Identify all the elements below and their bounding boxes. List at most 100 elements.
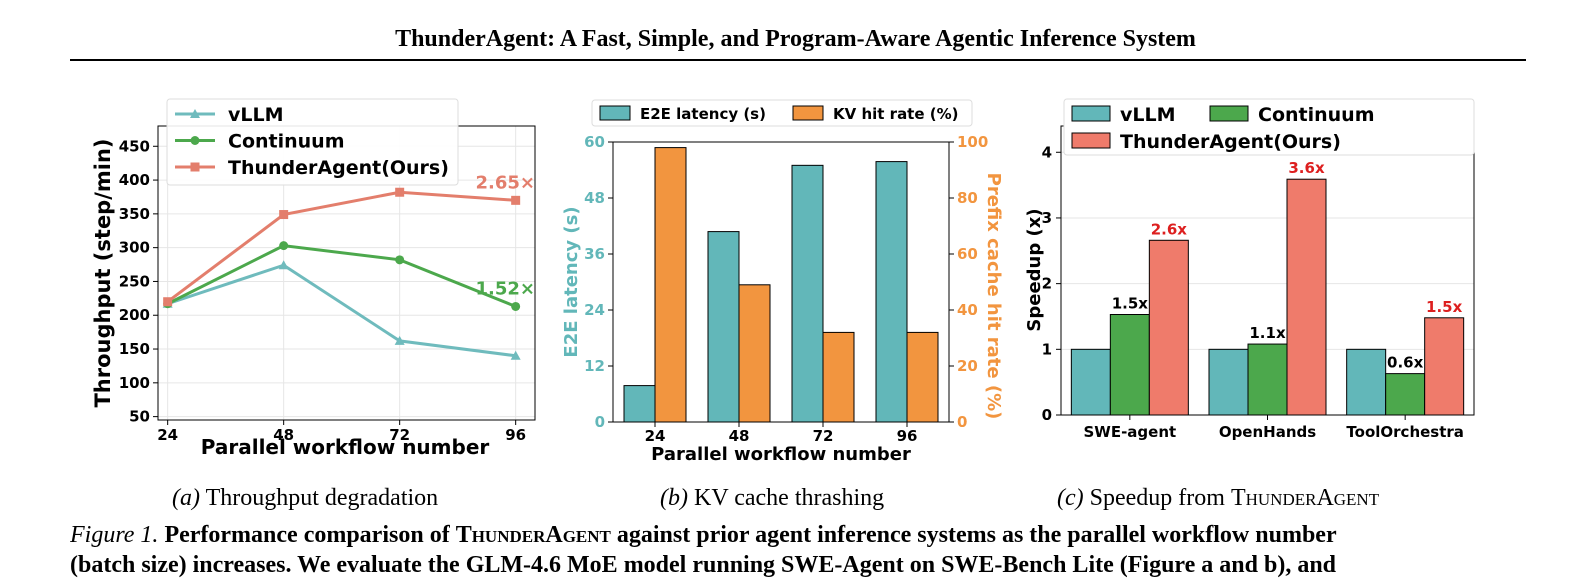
bar-value-label: 1.5x <box>1426 298 1463 316</box>
caption-text-before: Performance comparison of <box>164 522 450 548</box>
xtick-label: 24 <box>157 426 178 444</box>
ytick-label-left: 0 <box>595 413 605 431</box>
legend-label: Continuum <box>228 131 345 153</box>
subcaption-b: (b) KV cache thrashing <box>660 485 884 512</box>
data-point <box>511 301 521 311</box>
bar-value-label: 1.1x <box>1249 324 1286 342</box>
data-point <box>394 335 405 345</box>
data-point <box>279 241 289 251</box>
ytick-label: 300 <box>119 239 150 257</box>
ytick-label: 450 <box>119 137 150 155</box>
xtick-label: 24 <box>645 427 666 445</box>
ytick-label: 150 <box>119 340 150 358</box>
bar-value-label: 1.5x <box>1112 295 1149 313</box>
legend-marker <box>190 136 200 145</box>
bar-1 <box>1385 373 1426 416</box>
bar-0 <box>1208 348 1249 416</box>
bar-e2e-latency <box>623 385 656 423</box>
xtick-label: 96 <box>505 426 526 444</box>
legend-label: vLLM <box>228 104 284 126</box>
ytick-label-right: 0 <box>957 413 967 431</box>
legend-swatch <box>1071 132 1111 149</box>
ytick-label: 200 <box>119 306 150 324</box>
caption-label: Figure 1. <box>70 522 159 548</box>
series-line <box>166 244 517 308</box>
caption-text-after: against prior agent inference systems as… <box>616 522 1337 548</box>
x-axis-label: Parallel workflow number <box>651 444 911 465</box>
subcaption-b-text: KV cache thrashing <box>693 485 885 511</box>
xtick-label: ToolOrchestra <box>1346 423 1464 441</box>
data-point <box>511 195 521 205</box>
bar-value-label: 2.6x <box>1151 220 1188 238</box>
ytick-label: 100 <box>119 374 150 392</box>
bar-e2e-latency <box>707 231 740 423</box>
ytick-label-left: 36 <box>584 245 605 263</box>
xtick-label: 72 <box>813 427 834 445</box>
bar-e2e-latency <box>791 164 824 423</box>
bar-2 <box>1286 178 1327 416</box>
bar-kv-hit-rate <box>738 284 771 423</box>
ytick-label: 1 <box>1042 340 1052 358</box>
figure-caption: Figure 1. Performance comparison of Thun… <box>70 522 1526 566</box>
subcaption-c-text: Speedup from <box>1089 485 1225 511</box>
ytick-label: 400 <box>119 171 150 189</box>
bar-2 <box>1424 317 1465 416</box>
annotation-label: 1.52× <box>476 278 536 299</box>
legend-label: Continuum <box>1258 104 1375 126</box>
legend-label: KV hit rate (%) <box>833 105 959 123</box>
subcaption-b-label: (b) <box>660 485 688 511</box>
x-axis-label: Parallel workflow number <box>201 435 490 459</box>
series-line <box>166 190 516 303</box>
xtick-label: 48 <box>273 426 294 444</box>
bar-value-label: 3.6x <box>1288 159 1325 177</box>
subcaption-a-text: Throughput degradation <box>205 485 439 511</box>
ytick-label-right: 80 <box>957 189 978 207</box>
legend-label: E2E latency (s) <box>640 105 766 123</box>
subcaption-c: (c) Speedup from ThunderAgent <box>1057 485 1379 512</box>
ytick-label-right: 20 <box>957 357 978 375</box>
bar-1 <box>1247 343 1288 416</box>
y-axis-label-left: E2E latency (s) <box>561 206 582 357</box>
data-point <box>279 210 289 220</box>
ytick-label: 50 <box>129 408 150 426</box>
subcaption-a: (a) Throughput degradation <box>172 485 438 512</box>
legend-swatch <box>1071 105 1111 122</box>
subcaption-c-label: (c) <box>1057 485 1084 511</box>
bar-0 <box>1346 348 1387 416</box>
ytick-label-left: 48 <box>584 189 605 207</box>
data-point <box>510 350 521 360</box>
ytick-label-left: 60 <box>584 133 605 151</box>
legend-label: ThunderAgent(Ours) <box>228 157 449 179</box>
series-line <box>167 263 516 358</box>
data-point <box>395 255 405 265</box>
data-point <box>395 187 405 197</box>
subcaption-a-label: (a) <box>172 485 200 511</box>
legend-label: ThunderAgent(Ours) <box>1120 131 1341 153</box>
legend-marker <box>190 162 200 172</box>
bar-kv-hit-rate <box>906 331 939 423</box>
xtick-label: 96 <box>897 427 918 445</box>
ytick-label: 250 <box>119 272 150 290</box>
data-point <box>163 297 173 307</box>
xtick-label: SWE-agent <box>1083 423 1176 441</box>
bar-kv-hit-rate <box>822 331 855 423</box>
ytick-label: 2 <box>1042 275 1052 293</box>
caption-name: ThunderAgent <box>455 522 611 548</box>
plot-frame <box>612 141 950 423</box>
bar-1 <box>1109 314 1150 416</box>
bar-value-label: 0.6x <box>1387 354 1424 372</box>
y-axis-label-right: Prefix cache hit rate (%) <box>983 173 1004 420</box>
ytick-label: 0 <box>1042 406 1052 424</box>
legend-box <box>166 98 459 186</box>
bar-2 <box>1148 239 1189 416</box>
legend-box <box>591 99 973 127</box>
xtick-label: OpenHands <box>1219 423 1316 441</box>
legend-swatch <box>599 105 631 121</box>
ytick-label-right: 60 <box>957 245 978 263</box>
y-axis-label: Throughput (step/min) <box>91 138 115 407</box>
legend-label: vLLM <box>1120 104 1176 126</box>
legend-swatch <box>1209 105 1249 122</box>
header-divider <box>70 59 1526 61</box>
bar-0 <box>1070 348 1111 416</box>
